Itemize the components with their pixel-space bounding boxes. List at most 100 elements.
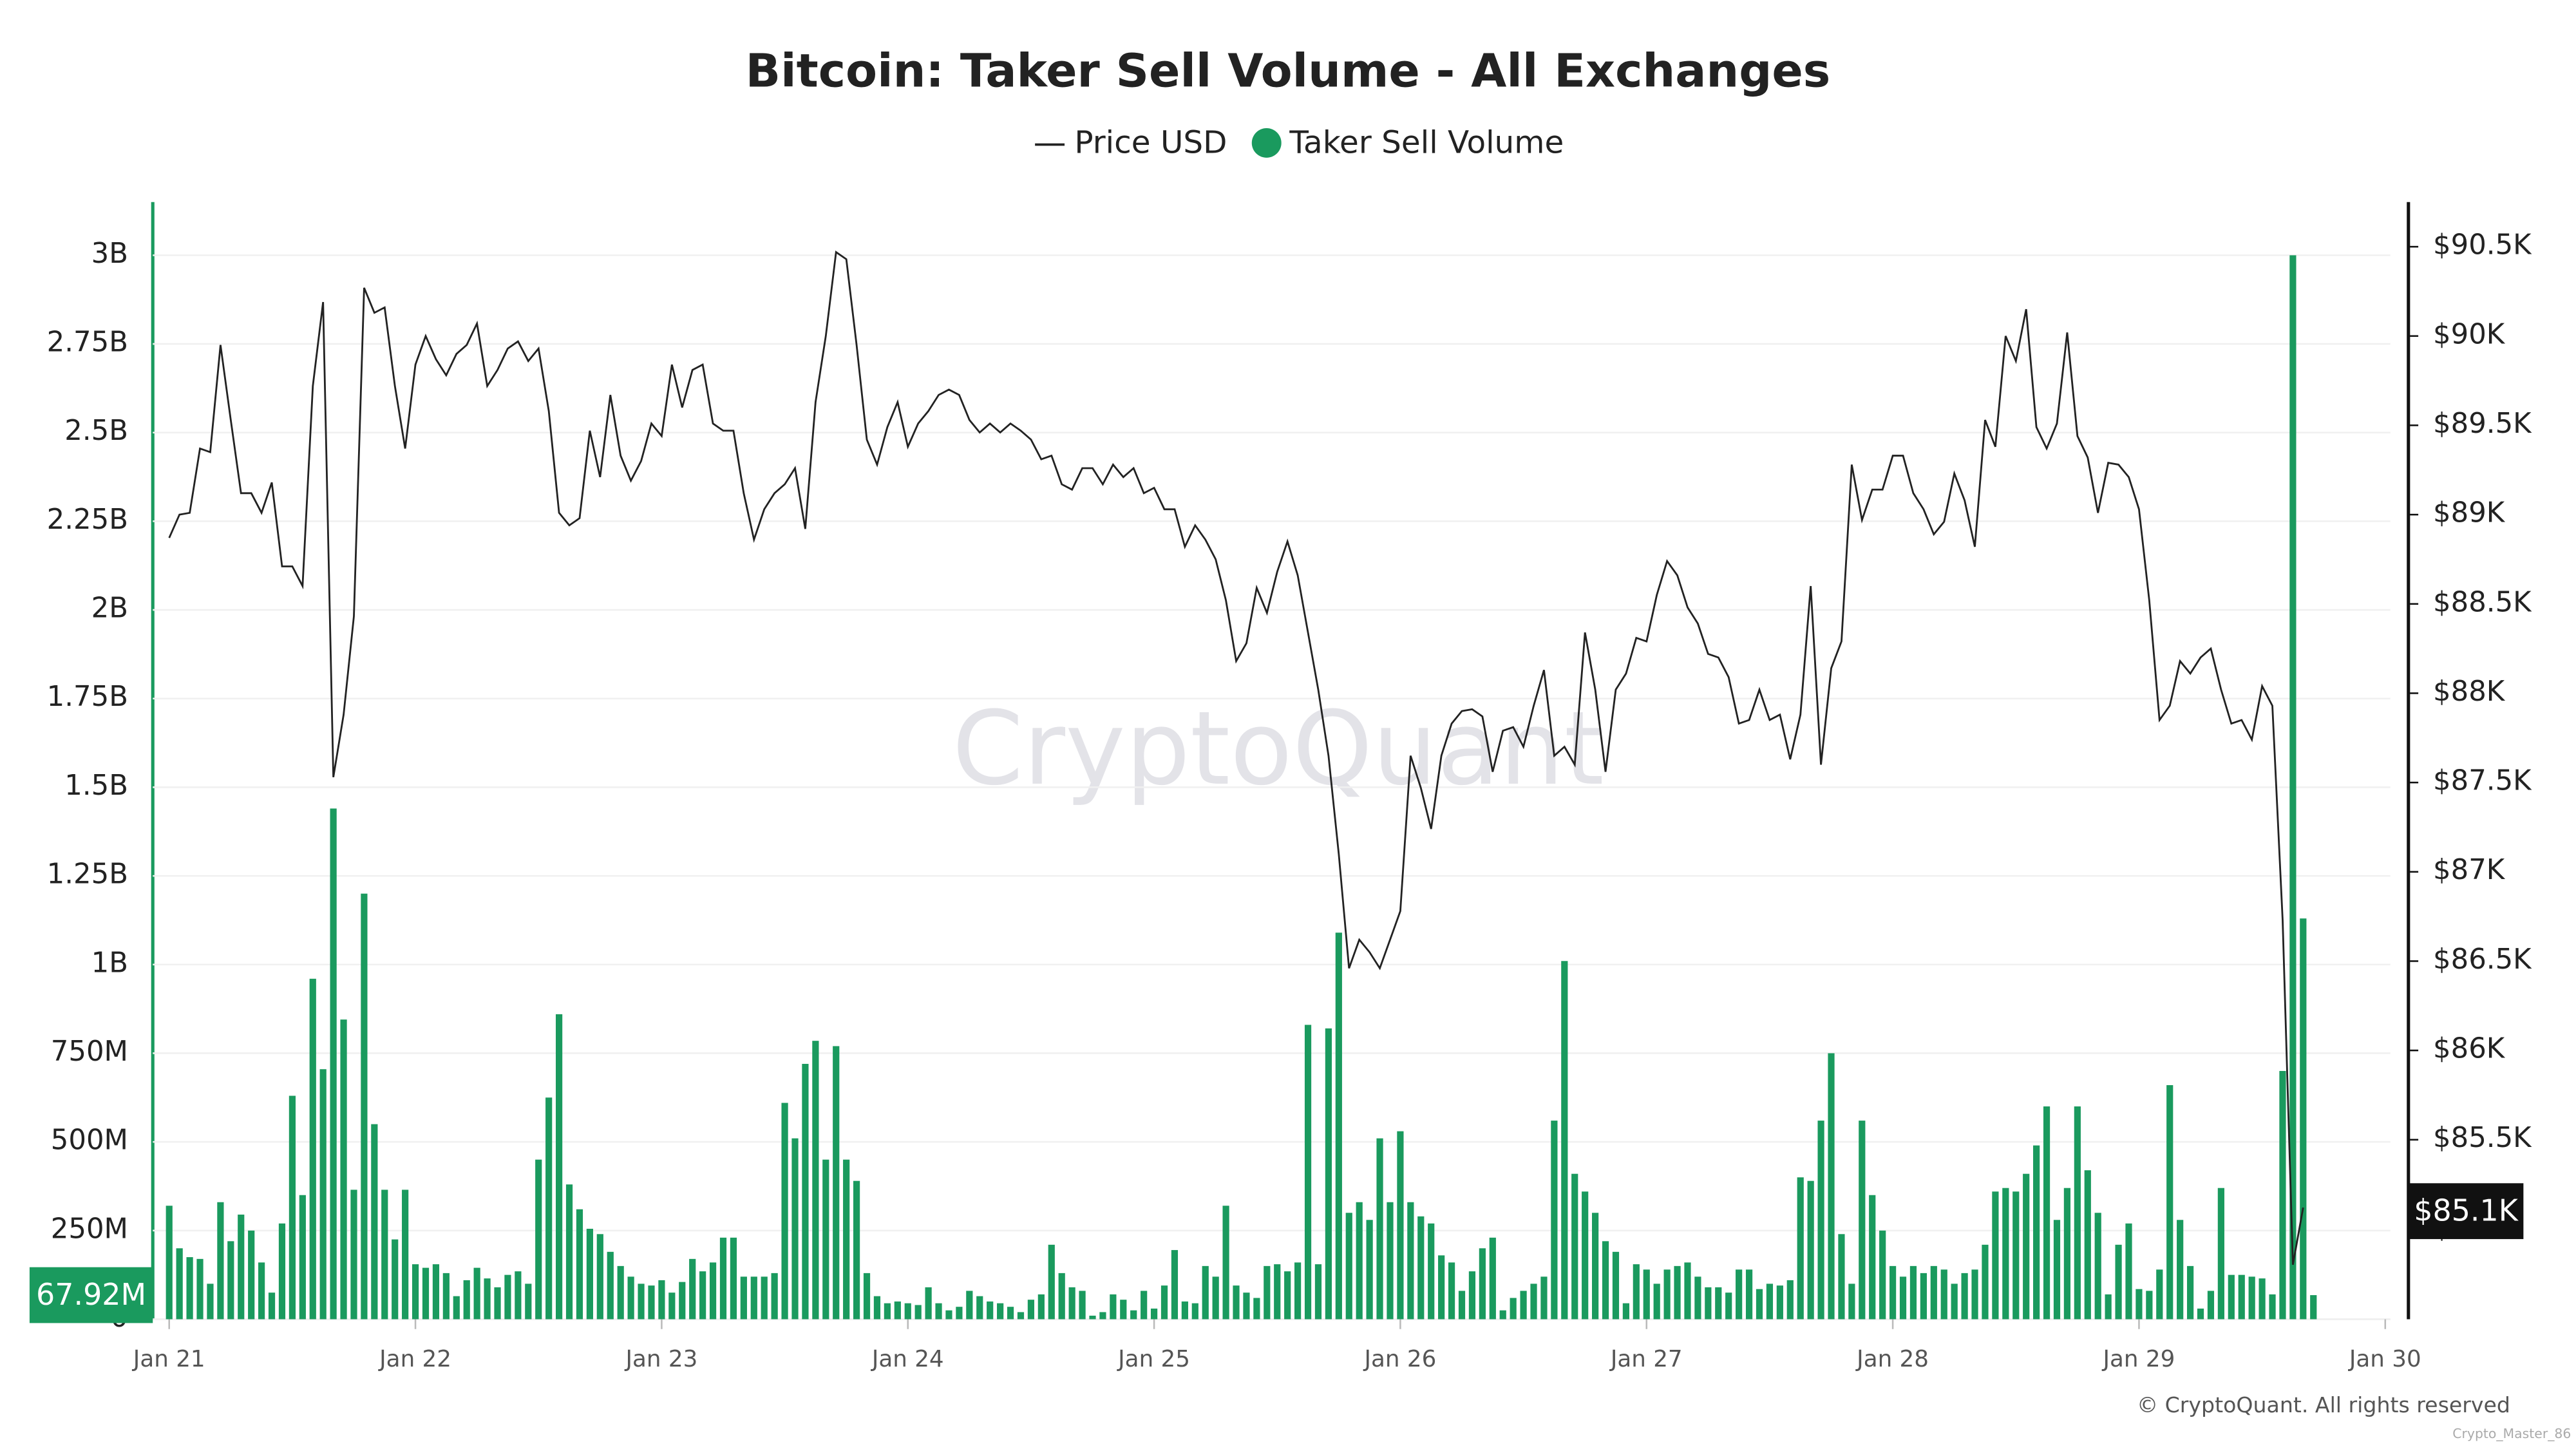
bar xyxy=(740,1276,747,1320)
y-tick-label: 2.5B xyxy=(64,415,128,447)
bar xyxy=(1694,1276,1701,1320)
bar xyxy=(2146,1291,2153,1320)
bar xyxy=(196,1258,204,1320)
bar xyxy=(1807,1180,1814,1320)
bar xyxy=(1551,1121,1558,1320)
x-tick-label: Jan 27 xyxy=(1609,1346,1683,1372)
bar xyxy=(1951,1283,1958,1320)
bar xyxy=(2207,1291,2215,1320)
bar xyxy=(412,1264,419,1320)
bar xyxy=(1797,1177,1804,1320)
bar xyxy=(873,1296,881,1320)
credit: Crypto_Master_86 xyxy=(2452,1426,2571,1442)
value-box-label: 67.92M xyxy=(36,1277,146,1312)
bar xyxy=(1150,1308,1158,1320)
y-tick-label: 2.25B xyxy=(47,504,128,536)
bar xyxy=(381,1189,388,1320)
y-tick-label: 2.75B xyxy=(47,327,128,359)
y2-tick-label: $88.5K xyxy=(2433,586,2532,618)
y-tick-label: 1.75B xyxy=(47,681,128,713)
bar xyxy=(2012,1191,2020,1320)
bar xyxy=(494,1287,501,1320)
bar xyxy=(1253,1298,1260,1320)
bar xyxy=(648,1285,655,1320)
x-tick-label: Jan 29 xyxy=(2102,1346,2175,1372)
bar xyxy=(761,1276,768,1320)
bar xyxy=(884,1303,891,1320)
bar xyxy=(576,1209,583,1320)
bar xyxy=(1007,1307,1014,1320)
bar xyxy=(1889,1265,1897,1320)
bar xyxy=(2063,1188,2071,1320)
bar xyxy=(299,1195,306,1320)
bar xyxy=(463,1280,470,1320)
bar xyxy=(545,1097,553,1320)
bar xyxy=(1859,1121,1866,1320)
bar xyxy=(442,1273,450,1320)
bar xyxy=(586,1229,593,1320)
bar xyxy=(565,1184,573,1320)
bar xyxy=(945,1310,952,1320)
bar xyxy=(863,1273,871,1320)
bar xyxy=(1243,1293,1250,1320)
bar xyxy=(432,1264,440,1320)
bar xyxy=(1510,1298,1517,1320)
bar xyxy=(278,1223,286,1320)
bar xyxy=(2043,1106,2050,1320)
bar xyxy=(976,1296,983,1320)
chart-title: Bitcoin: Taker Sell Volume - All Exchang… xyxy=(746,44,1831,97)
bar-series xyxy=(166,255,2317,1320)
bar xyxy=(627,1276,634,1320)
bar xyxy=(1325,1028,1332,1320)
bar xyxy=(1366,1220,1373,1320)
bar xyxy=(319,1069,327,1320)
y-tick-label: 3B xyxy=(91,238,128,270)
bar xyxy=(1499,1310,1506,1320)
bar xyxy=(987,1301,994,1320)
bar xyxy=(689,1258,696,1320)
bar xyxy=(186,1257,193,1320)
bar xyxy=(535,1159,542,1320)
bar xyxy=(1448,1262,1455,1320)
y-tick-label: 500M xyxy=(51,1124,128,1157)
bar xyxy=(1705,1287,1712,1320)
bar xyxy=(1899,1276,1907,1320)
bar xyxy=(1817,1121,1824,1320)
bar xyxy=(1171,1250,1179,1320)
bar xyxy=(966,1291,973,1320)
bar xyxy=(1592,1213,1599,1320)
x-tick-label: Jan 25 xyxy=(1117,1346,1190,1372)
bar xyxy=(340,1019,347,1320)
bar xyxy=(1284,1271,1291,1320)
bar xyxy=(258,1262,265,1320)
bar xyxy=(1110,1294,1117,1320)
bar xyxy=(730,1237,737,1320)
y2-tick-label: $90.5K xyxy=(2433,229,2532,261)
bar xyxy=(515,1271,522,1320)
bar xyxy=(1027,1300,1035,1320)
bar xyxy=(1089,1315,1096,1320)
bar xyxy=(2248,1276,2255,1320)
bar xyxy=(1633,1264,1640,1320)
bar xyxy=(1602,1241,1609,1320)
bar xyxy=(350,1189,357,1320)
bar xyxy=(2177,1220,2184,1320)
bar xyxy=(2084,1170,2091,1320)
bar xyxy=(822,1159,829,1320)
bar xyxy=(555,1014,563,1320)
bar xyxy=(371,1124,378,1320)
bar xyxy=(2166,1085,2174,1320)
bar xyxy=(2186,1265,2194,1320)
legend-label: Taker Sell Volume xyxy=(1289,124,1564,160)
bar xyxy=(596,1234,603,1320)
bar xyxy=(1294,1262,1302,1320)
bar xyxy=(1274,1264,1281,1320)
y2-tick-label: $87.5K xyxy=(2433,765,2532,797)
bar xyxy=(1684,1262,1691,1320)
bar xyxy=(2197,1308,2204,1320)
y-tick-label: 2B xyxy=(91,592,128,625)
bar xyxy=(1407,1202,1414,1320)
bar xyxy=(1264,1265,1271,1320)
bar xyxy=(1622,1303,1629,1320)
